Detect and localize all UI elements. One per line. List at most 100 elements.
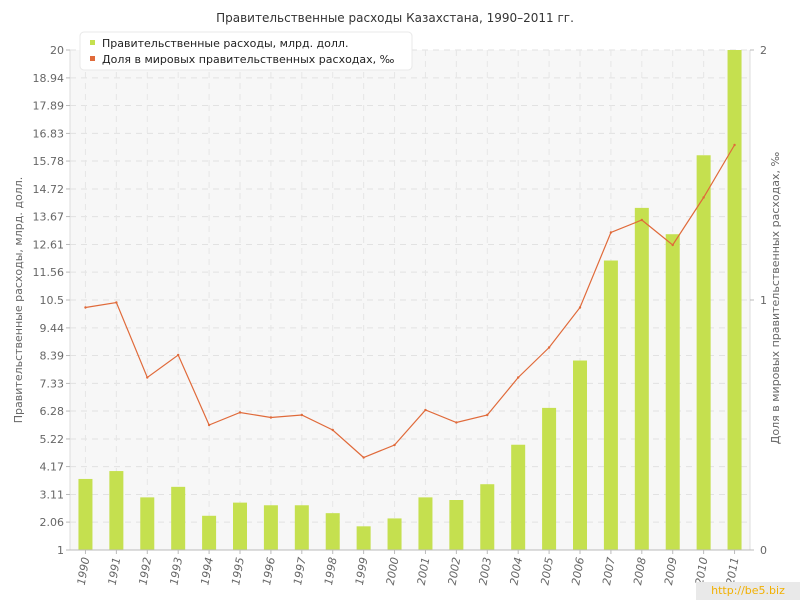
left-tick-label: 3.11: [40, 488, 65, 501]
left-tick-label: 18.94: [33, 72, 65, 85]
right-tick-label: 2: [760, 44, 767, 57]
line-point: [640, 218, 644, 222]
x-tick-label: 1994: [198, 556, 216, 586]
bar: [325, 513, 340, 550]
x-tick-label: 2004: [507, 556, 525, 586]
line-point: [609, 231, 613, 234]
left-tick-labels: 1 2.06 3.11 4.17 5.22 6.28 7.33 8.39 9.44 10.5 11.…: [33, 44, 70, 557]
line-point: [547, 346, 551, 349]
line-path: [85, 144, 736, 459]
line-point: [516, 376, 520, 379]
right-tick-labels: 0 1 2: [750, 44, 767, 557]
left-tick-label: 20: [50, 44, 64, 57]
left-tick-label: 11.56: [33, 266, 65, 279]
bar: [356, 526, 371, 550]
line-point: [393, 443, 396, 447]
left-tick-label: 9.44: [40, 322, 65, 335]
x-tick-label: 2010: [693, 556, 711, 586]
legend-swatch-bars: [90, 40, 95, 45]
x-tick-label: 2011: [724, 556, 742, 586]
line-point: [176, 353, 180, 357]
x-tick-label: 2009: [662, 556, 680, 586]
watermark-link[interactable]: http://be5.biz: [696, 582, 800, 600]
x-tick-labels: 1990 1991 1992 1993 1994 1995 1996 1997 1998 1999…: [75, 550, 742, 586]
x-tick-label: 1995: [229, 556, 247, 586]
left-tick-label: 4.17: [40, 461, 65, 474]
line-point: [331, 428, 334, 432]
line-point: [84, 306, 87, 309]
left-tick-label: 15.78: [33, 155, 65, 168]
x-tick-label: 2001: [415, 556, 433, 586]
line-point: [424, 408, 427, 412]
bar: [109, 471, 124, 550]
line-point: [146, 376, 149, 379]
bar: [480, 484, 495, 550]
left-tick-label: 13.67: [33, 211, 65, 224]
right-axis-title: Доля в мировых правительственных расхода…: [769, 152, 782, 445]
bar: [263, 505, 278, 550]
left-tick-label: 2.06: [40, 516, 65, 529]
x-tick-label: 1996: [260, 556, 278, 586]
bar: [233, 502, 247, 550]
bar: [573, 360, 587, 550]
bar: [171, 486, 186, 550]
line-point: [238, 411, 242, 414]
x-tick-label: 2000: [384, 556, 402, 586]
bar: [727, 50, 742, 550]
left-tick-label: 16.83: [33, 127, 65, 140]
x-tick-label: 1992: [137, 556, 155, 586]
line-point: [455, 421, 458, 424]
left-tick-label: 10.5: [40, 294, 65, 307]
x-tick-label: 2002: [446, 556, 464, 586]
left-tick-label: 6.28: [40, 405, 65, 418]
left-axis-title: Правительственные расходы, млрд. долл.: [12, 177, 25, 423]
chart-title: Правительственные расходы Казахстана, 19…: [216, 11, 574, 25]
line-point: [578, 306, 582, 309]
left-tick-label: 17.89: [33, 100, 65, 113]
left-tick-label: 7.33: [40, 377, 65, 390]
x-tick-label: 1997: [291, 556, 309, 586]
bar: [665, 234, 680, 551]
left-tick-label: 14.72: [33, 183, 65, 196]
right-tick-label: 1: [760, 294, 767, 307]
line-point: [269, 416, 273, 419]
bar: [78, 478, 93, 550]
line-point: [486, 413, 489, 417]
x-tick-label: 1990: [75, 556, 93, 586]
bar: [603, 260, 618, 550]
x-tick-label: 2003: [477, 556, 495, 586]
line-point: [362, 456, 365, 459]
bar: [202, 515, 217, 550]
x-tick-label: 2008: [631, 556, 649, 586]
left-tick-label: 1: [57, 544, 64, 557]
left-tick-label: 5.22: [40, 433, 65, 446]
left-tick-label: 12.61: [33, 238, 65, 251]
x-tick-label: 1993: [167, 556, 185, 586]
line-point: [733, 143, 736, 147]
x-tick-label: 2005: [538, 556, 556, 586]
x-tick-label: 1998: [322, 556, 340, 586]
line-series: [84, 143, 736, 459]
line-point: [115, 301, 118, 304]
bar: [418, 497, 433, 550]
bar-series: [78, 50, 742, 551]
line-point: [207, 423, 211, 427]
legend-box: [79, 31, 413, 71]
bar: [449, 500, 464, 550]
x-tick-label: 1991: [106, 556, 124, 586]
x-tick-label: 2007: [600, 556, 618, 586]
legend: Правительственные расходы, млрд. долл. Д…: [79, 31, 413, 71]
x-tick-label: 1999: [353, 556, 371, 586]
bar: [140, 497, 155, 550]
bar: [634, 207, 649, 551]
bar: [294, 505, 309, 550]
x-tick-label: 2006: [569, 556, 587, 586]
line-point: [300, 413, 304, 417]
bar: [387, 518, 402, 550]
line-point: [702, 196, 705, 199]
legend-swatch-line: [90, 56, 95, 61]
legend-label-line: Доля в мировых правительственных расхода…: [102, 53, 395, 66]
left-tick-label: 8.39: [40, 350, 65, 363]
bar: [542, 407, 557, 550]
